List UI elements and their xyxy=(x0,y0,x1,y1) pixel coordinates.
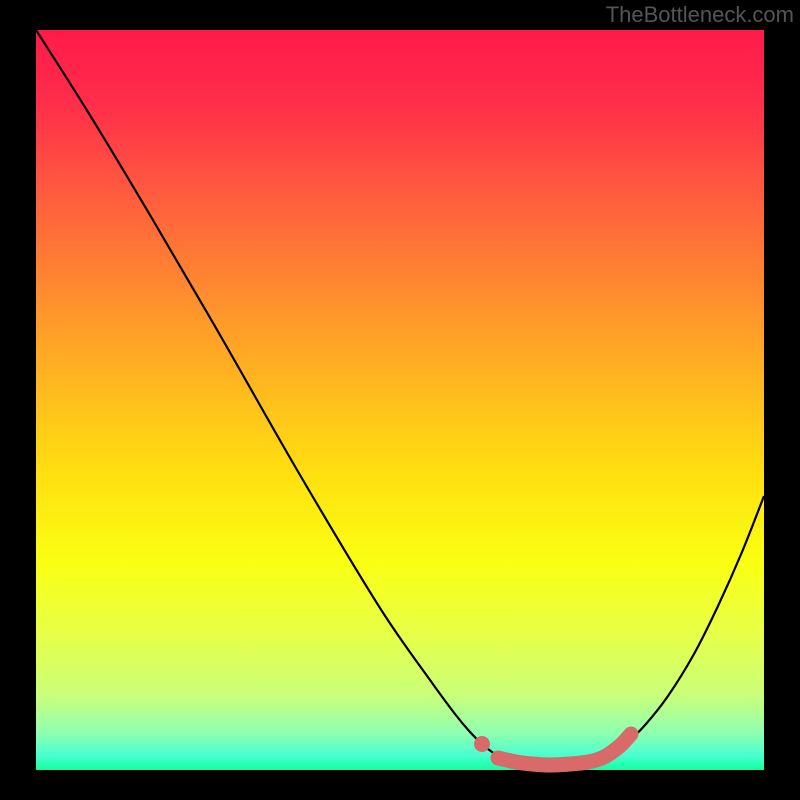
gradient-background xyxy=(36,30,764,770)
chart-container: { "watermark": { "text": "TheBottleneck.… xyxy=(0,0,800,800)
watermark-text: TheBottleneck.com xyxy=(606,2,794,28)
optimal-point-dot xyxy=(474,736,490,752)
bottleneck-chart xyxy=(0,0,800,800)
